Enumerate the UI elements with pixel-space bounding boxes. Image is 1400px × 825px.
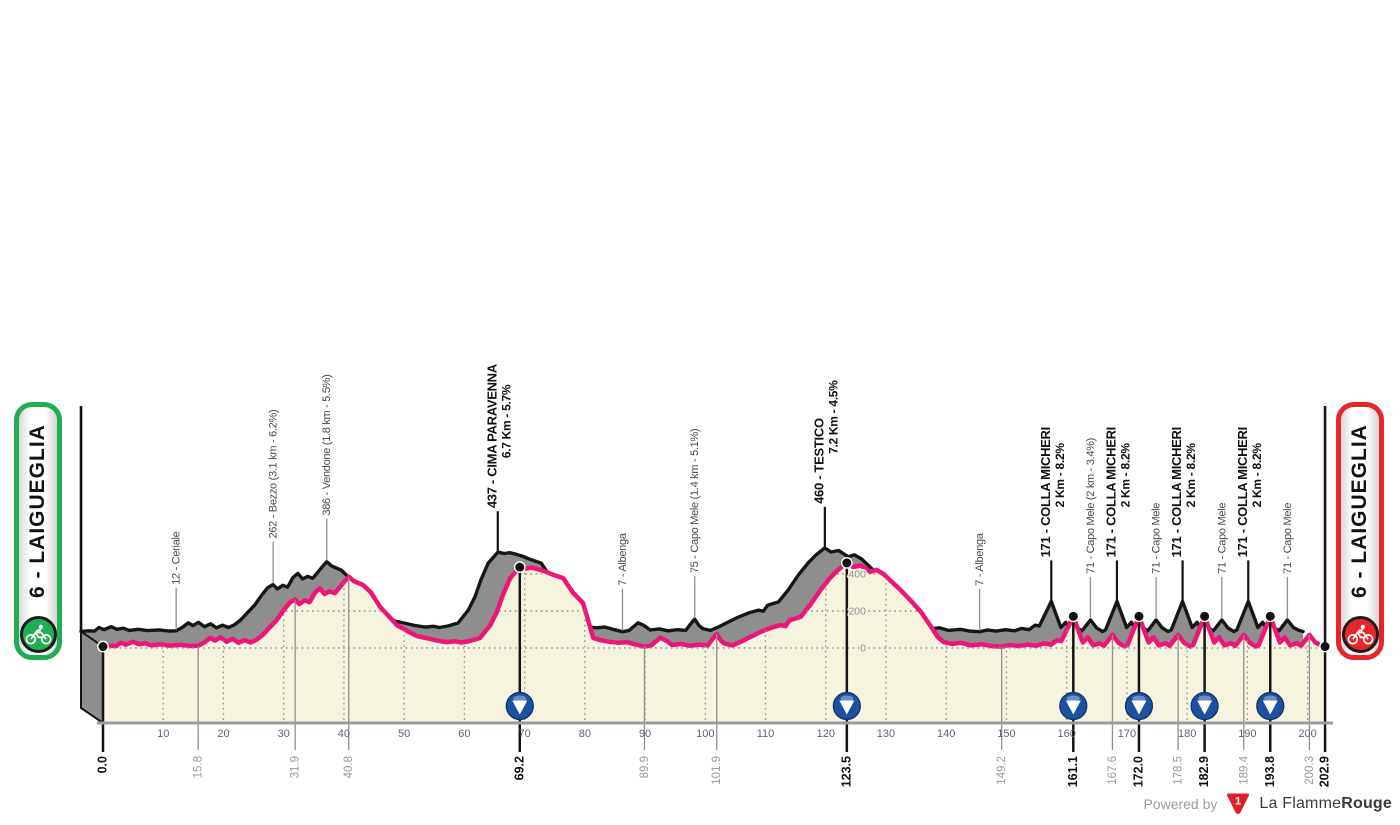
svg-text:190: 190 [1238, 728, 1256, 740]
summit-dot [1198, 610, 1211, 623]
km-labels: 0.0 15.8 31.9 40.8 69.2 89.9 101.9 123.5 149.2 16… [96, 755, 1332, 787]
svg-text:10: 10 [157, 728, 169, 740]
km-label: 172.0 [1131, 756, 1145, 787]
finish-badge-label: 6 - LAIGUEGLIA [1348, 424, 1371, 599]
svg-text:50: 50 [398, 728, 410, 740]
svg-text:200: 200 [1298, 728, 1316, 740]
gpm-marker-icon [1190, 691, 1219, 721]
gpm-marker-icon [832, 691, 861, 721]
waypoint-name: 71 - Capo Mele [1282, 503, 1294, 574]
gpm-marker-icon [1256, 691, 1285, 721]
km-label: 200.3 [1304, 756, 1316, 785]
powered-by-footer: Powered by 1 La FlammeRouge [1143, 793, 1392, 815]
km-label: 178.5 [1173, 756, 1185, 785]
y-axis-labels: 0 200 400 [847, 567, 868, 656]
svg-text:150: 150 [997, 728, 1015, 740]
waypoint-name-labels: 12 - Ceriale 262 - Bezzo (3.1 km - 6.2%) 3… [171, 363, 1294, 631]
gpm-markers [505, 691, 1285, 721]
km-label: 202.9 [1318, 756, 1332, 787]
waypoint-name: 437 - CIMA PARAVENNA [484, 363, 499, 508]
km-label: 161.1 [1066, 756, 1080, 787]
laflammerouge-logo-icon: 1 [1226, 793, 1250, 815]
waypoint-name: 71 - Capo Mele [1151, 503, 1163, 574]
waypoint-climb-stats: 2 Km - 8.2% [1053, 443, 1067, 508]
summit-dot [840, 557, 853, 569]
waypoint-climb-stats: 7.2 Km - 4.5% [826, 380, 840, 454]
svg-text:0: 0 [860, 643, 866, 655]
km-label: 182.9 [1197, 756, 1211, 787]
cyclist-icon [19, 616, 57, 653]
kom-lines [101, 562, 1327, 752]
profile-line [100, 560, 1328, 649]
svg-text:120: 120 [817, 728, 835, 740]
svg-text:80: 80 [579, 728, 591, 740]
waypoint-name: 75 - Capo Mele (1.4 km - 5.1%) [689, 429, 701, 573]
waypoint-climb-stats: 2 Km - 8.2% [1250, 443, 1264, 508]
km-label: 15.8 [193, 756, 205, 778]
gpm-marker-icon [1124, 691, 1154, 721]
summit-dot [513, 561, 526, 574]
waypoint-name: 171 - COLLA MICHERI [1235, 427, 1250, 557]
waypoint-lines [197, 576, 1311, 750]
svg-text:180: 180 [1178, 728, 1196, 740]
svg-text:400: 400 [848, 569, 866, 581]
km-label: 167.6 [1107, 756, 1119, 785]
svg-text:60: 60 [458, 728, 470, 740]
waypoint-name: 171 - COLLA MICHERI [1038, 427, 1053, 557]
summit-dot [1067, 610, 1080, 623]
summit-dot [1264, 610, 1277, 623]
km-label: 193.8 [1263, 756, 1277, 787]
waypoint-name: 7 - Albenga [617, 532, 629, 586]
km-label: 89.9 [639, 756, 651, 778]
svg-text:110: 110 [757, 728, 775, 740]
svg-text:100: 100 [696, 728, 714, 740]
km-label: 69.2 [512, 756, 526, 780]
waypoint-name: 7 - Albenga [974, 532, 986, 586]
km-label: 189.4 [1238, 755, 1250, 784]
svg-text:200: 200 [848, 606, 866, 618]
svg-text:90: 90 [639, 728, 651, 740]
km-label: 40.8 [343, 756, 355, 778]
svg-text:160: 160 [1058, 728, 1076, 740]
gpm-marker-icon [505, 691, 534, 721]
waypoint-name: 386 - Vendone (1.8 km - 5.5%) [321, 374, 333, 515]
waypoint-name: 71 - Capo Mele [1216, 503, 1228, 574]
start-badge-label: 6 - LAIGUEGLIA [26, 424, 49, 599]
svg-text:130: 130 [877, 728, 895, 740]
svg-text:140: 140 [937, 728, 955, 740]
summit-dot [97, 640, 109, 653]
powered-by-text: Powered by [1143, 796, 1218, 812]
km-label: 0.0 [96, 756, 110, 773]
cyclist-icon [1341, 616, 1379, 653]
km-label: 123.5 [839, 756, 853, 787]
profile-area [100, 560, 1328, 723]
waypoint-climb-stats: 2 Km - 8.2% [1118, 443, 1132, 508]
svg-text:40: 40 [338, 728, 350, 740]
start-badge: 6 - LAIGUEGLIA [14, 402, 62, 660]
km-label: 31.9 [290, 756, 302, 778]
km-label: 101.9 [711, 756, 723, 785]
km-label: 149.2 [996, 756, 1008, 785]
waypoint-name: 460 - TESTICO [811, 418, 826, 504]
waypoint-climb-stats: 2 Km - 8.2% [1184, 443, 1198, 508]
waypoint-name: 262 - Bezzo (3.1 km - 6.2%) [268, 410, 280, 539]
svg-text:20: 20 [217, 728, 229, 740]
svg-text:70: 70 [518, 728, 530, 740]
brand-text: La FlammeRouge [1259, 795, 1392, 812]
svg-text:170: 170 [1118, 728, 1136, 740]
waypoint-name: 171 - COLLA MICHERI [1169, 427, 1184, 557]
svg-text:1: 1 [1235, 796, 1241, 808]
summit-dot [1133, 610, 1145, 623]
waypoint-name: 171 - COLLA MICHERI [1103, 427, 1118, 557]
waypoint-climb-stats: 6.7 Km - 5.7% [499, 384, 513, 458]
summit-dots [97, 557, 1331, 653]
finish-badge: 6 - LAIGUEGLIA [1336, 402, 1384, 660]
waypoint-name: 12 - Ceriale [171, 531, 183, 584]
waypoint-name: 71 - Capo Mele (2 km - 3.4%) [1085, 438, 1097, 574]
x-axis-ticks: 10 20 30 40 50 60 70 80 90 100 110 120 130 140 150 160 1… [157, 728, 1317, 740]
svg-text:30: 30 [278, 728, 290, 740]
gpm-marker-icon [1059, 691, 1088, 721]
